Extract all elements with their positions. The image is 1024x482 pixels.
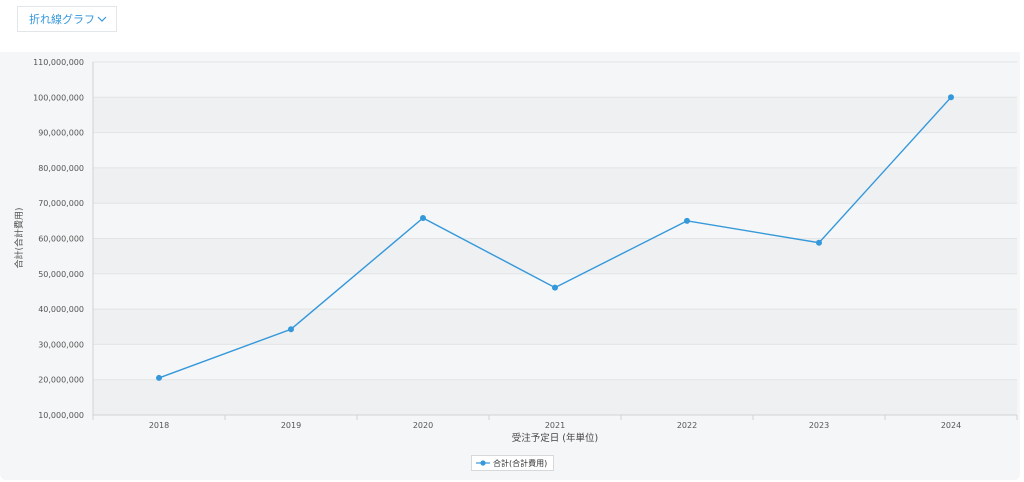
grid-bands [93, 62, 1017, 415]
data-point[interactable] [684, 217, 690, 224]
data-point[interactable] [420, 215, 426, 222]
data-point[interactable] [816, 239, 822, 246]
x-tick-label: 2023 [809, 421, 829, 430]
grid-band [93, 344, 1017, 380]
x-axis: 2018 2019 2020 2021 2022 2023 2024 [92, 414, 1018, 430]
toolbar: 折れ線グラフ [0, 0, 1024, 52]
grid-band [93, 132, 1017, 168]
data-point[interactable] [948, 94, 954, 101]
data-point[interactable] [552, 284, 558, 291]
chart-type-dropdown[interactable]: 折れ線グラフ [17, 6, 117, 32]
chart-type-label: 折れ線グラフ [29, 13, 95, 26]
grid-band [93, 238, 1017, 274]
x-tick-label: 2021 [545, 421, 565, 430]
y-axis-label: 合計(合計費用) [13, 207, 25, 268]
grid-band [93, 273, 1017, 310]
data-point[interactable] [156, 374, 162, 381]
y-tick-label: 100,000,000 [33, 93, 84, 102]
x-tick-label: 2024 [941, 421, 961, 430]
y-tick-label: 110,000,000 [33, 58, 84, 67]
x-tick-label: 2019 [281, 421, 301, 430]
y-tick-label: 30,000,000 [38, 340, 84, 349]
y-tick-label: 90,000,000 [38, 129, 84, 138]
grid-band [93, 309, 1017, 345]
grid-band [93, 62, 1017, 98]
x-axis-label: 受注予定日 (年単位) [512, 432, 598, 444]
x-tick-label: 2022 [677, 421, 697, 430]
y-tick-label: 10,000,000 [38, 411, 84, 420]
chevron-down-icon [97, 16, 107, 22]
y-tick-label: 40,000,000 [38, 305, 84, 314]
y-axis-ticks: 10,000,000 20,000,000 30,000,000 40,000,000… [33, 58, 94, 420]
x-tick-label: 2020 [413, 421, 433, 430]
grid-band [93, 203, 1017, 239]
series-layer [156, 94, 954, 381]
grid-band [93, 167, 1017, 204]
y-tick-label: 70,000,000 [38, 199, 84, 208]
x-tick-label: 2018 [149, 421, 169, 430]
grid-lines [93, 61, 1017, 416]
y-tick-label: 50,000,000 [38, 270, 84, 279]
y-tick-label: 60,000,000 [38, 235, 84, 244]
grid-band [93, 379, 1017, 415]
legend-item[interactable]: 合計(合計費用) [471, 455, 555, 471]
legend-swatch-icon [476, 460, 490, 466]
data-point[interactable] [288, 326, 294, 333]
y-tick-label: 20,000,000 [38, 376, 84, 385]
legend-label: 合計(合計費用) [493, 458, 548, 468]
y-tick-label: 80,000,000 [38, 164, 84, 173]
grid-band [93, 97, 1017, 133]
